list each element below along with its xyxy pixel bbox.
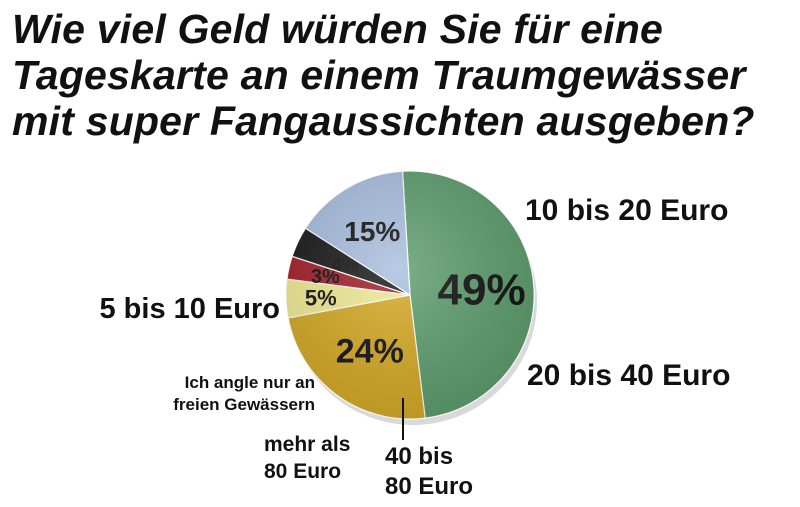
- slice-category-label-line: 80 Euro: [264, 460, 341, 483]
- title-line-1: Wie viel Geld würden Sie für eine: [12, 6, 664, 52]
- slice-value-label-3: 5%: [305, 286, 337, 311]
- slice-category-label-line: 10 bis 20 Euro: [525, 194, 728, 227]
- slice-value-label-1: 49%: [438, 265, 526, 314]
- slice-category-label-4: mehr als 80 Euro: [264, 433, 350, 483]
- slice-category-label-line: 5 bis 10 Euro: [99, 293, 280, 325]
- slice-value-label-6: 15%: [344, 216, 400, 247]
- slice-category-label-5: Ich angle nur an freien Gewässern: [173, 373, 315, 414]
- slice-category-label-2: 20 bis 40 Euro: [527, 359, 730, 392]
- slice-category-label-6: 5 bis 10 Euro: [99, 293, 280, 325]
- slice-category-label-line: 80 Euro: [385, 473, 473, 500]
- slice-category-label-line: Ich angle nur an: [185, 373, 315, 392]
- slice-category-label-line: 20 bis 40 Euro: [527, 359, 730, 392]
- slice-category-label-line: freien Gewässern: [173, 395, 315, 414]
- title-line-3: mit super Fangaussichten ausgeben?: [12, 98, 755, 144]
- chart-title: Wie viel Geld würden Sie für eine Tagesk…: [12, 6, 792, 144]
- title-line-2: Tageskarte an einem Traumgewässer: [12, 52, 746, 98]
- slice-category-label-line: 40 bis: [385, 443, 453, 470]
- slice-category-label-line: mehr als: [264, 433, 350, 456]
- slice-value-label-2: 24%: [336, 332, 404, 370]
- slice-category-label-3: 40 bis 80 Euro: [385, 443, 473, 500]
- slice-category-label-1: 10 bis 20 Euro: [525, 194, 728, 227]
